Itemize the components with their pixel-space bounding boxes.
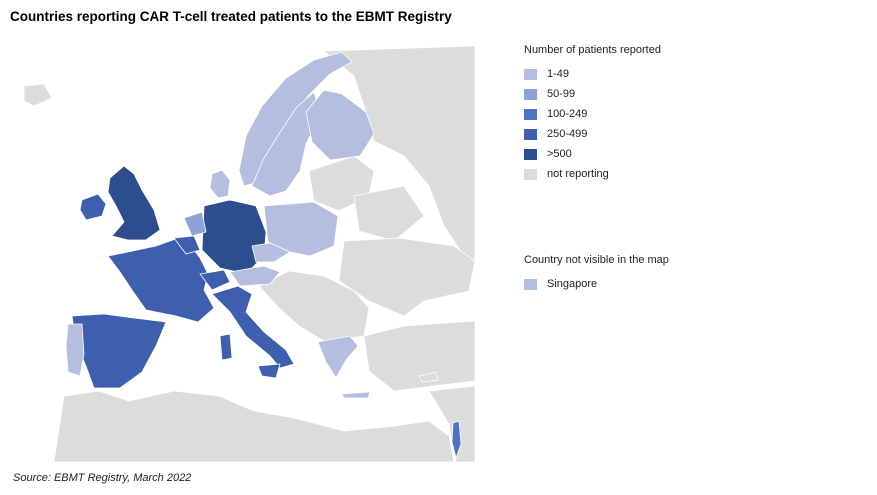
country-netherlands: [183, 211, 207, 237]
country-belarus: [353, 185, 425, 242]
country-israel: [451, 420, 462, 460]
map-title: Countries reporting CAR T-cell treated p…: [10, 9, 452, 24]
country-spain: [71, 313, 167, 389]
country-italy-sicily: [257, 363, 281, 379]
legend-label: 1-49: [547, 68, 570, 80]
country-germany: [201, 199, 267, 275]
legend-swatch: [524, 108, 537, 120]
country-belgium: [173, 235, 201, 255]
country-greece-crete: [341, 391, 371, 399]
country-russia-north: [322, 46, 475, 262]
country-france: [107, 235, 215, 323]
legend-label: not reporting: [547, 168, 609, 180]
legend-swatch: [524, 148, 537, 160]
legend-item: not reporting: [524, 164, 661, 184]
country-switzerland: [199, 269, 231, 291]
not-visible-legend: Country not visible in the map Singapore: [524, 252, 669, 294]
legend-swatch: [524, 128, 537, 140]
legend-label: >500: [547, 148, 572, 160]
not-visible-item: Singapore: [524, 274, 669, 294]
country-ireland: [79, 193, 107, 221]
legend-label: 100-249: [547, 108, 588, 120]
legend-title: Number of patients reported: [524, 44, 661, 56]
not-visible-label: Singapore: [547, 278, 598, 290]
country-italy-sardinia: [219, 333, 233, 361]
legend-item: >500: [524, 144, 661, 164]
country-north-africa: [53, 390, 455, 462]
legend-swatch: [524, 68, 537, 80]
not-visible-swatch: [524, 278, 537, 290]
country-poland: [263, 201, 339, 257]
legend-item: 50-99: [524, 84, 661, 104]
country-cyprus: [418, 371, 439, 383]
country-balkans: [258, 270, 370, 342]
country-austria: [229, 265, 281, 287]
europe-map: [24, 46, 475, 462]
country-denmark: [209, 169, 231, 199]
country-portugal: [65, 323, 85, 377]
country-united-kingdom: [107, 165, 161, 241]
legend-swatch: [524, 168, 537, 180]
not-visible-title: Country not visible in the map: [524, 254, 669, 266]
legend-item: 250-499: [524, 124, 661, 144]
country-iceland-edge: [24, 83, 53, 107]
country-turkey: [363, 320, 475, 392]
country-italy: [211, 285, 295, 369]
country-finland: [305, 89, 375, 161]
legend-item: 1-49: [524, 64, 661, 84]
legend: Number of patients reported 1-49 50-99 100…: [524, 42, 661, 184]
source-note: Source: EBMT Registry, March 2022: [13, 472, 192, 484]
legend-label: 250-499: [547, 128, 588, 140]
country-greece: [317, 335, 359, 379]
legend-swatch: [524, 88, 537, 100]
legend-label: 50-99: [547, 88, 576, 100]
legend-item: 100-249: [524, 104, 661, 124]
country-middle-east: [428, 385, 475, 462]
